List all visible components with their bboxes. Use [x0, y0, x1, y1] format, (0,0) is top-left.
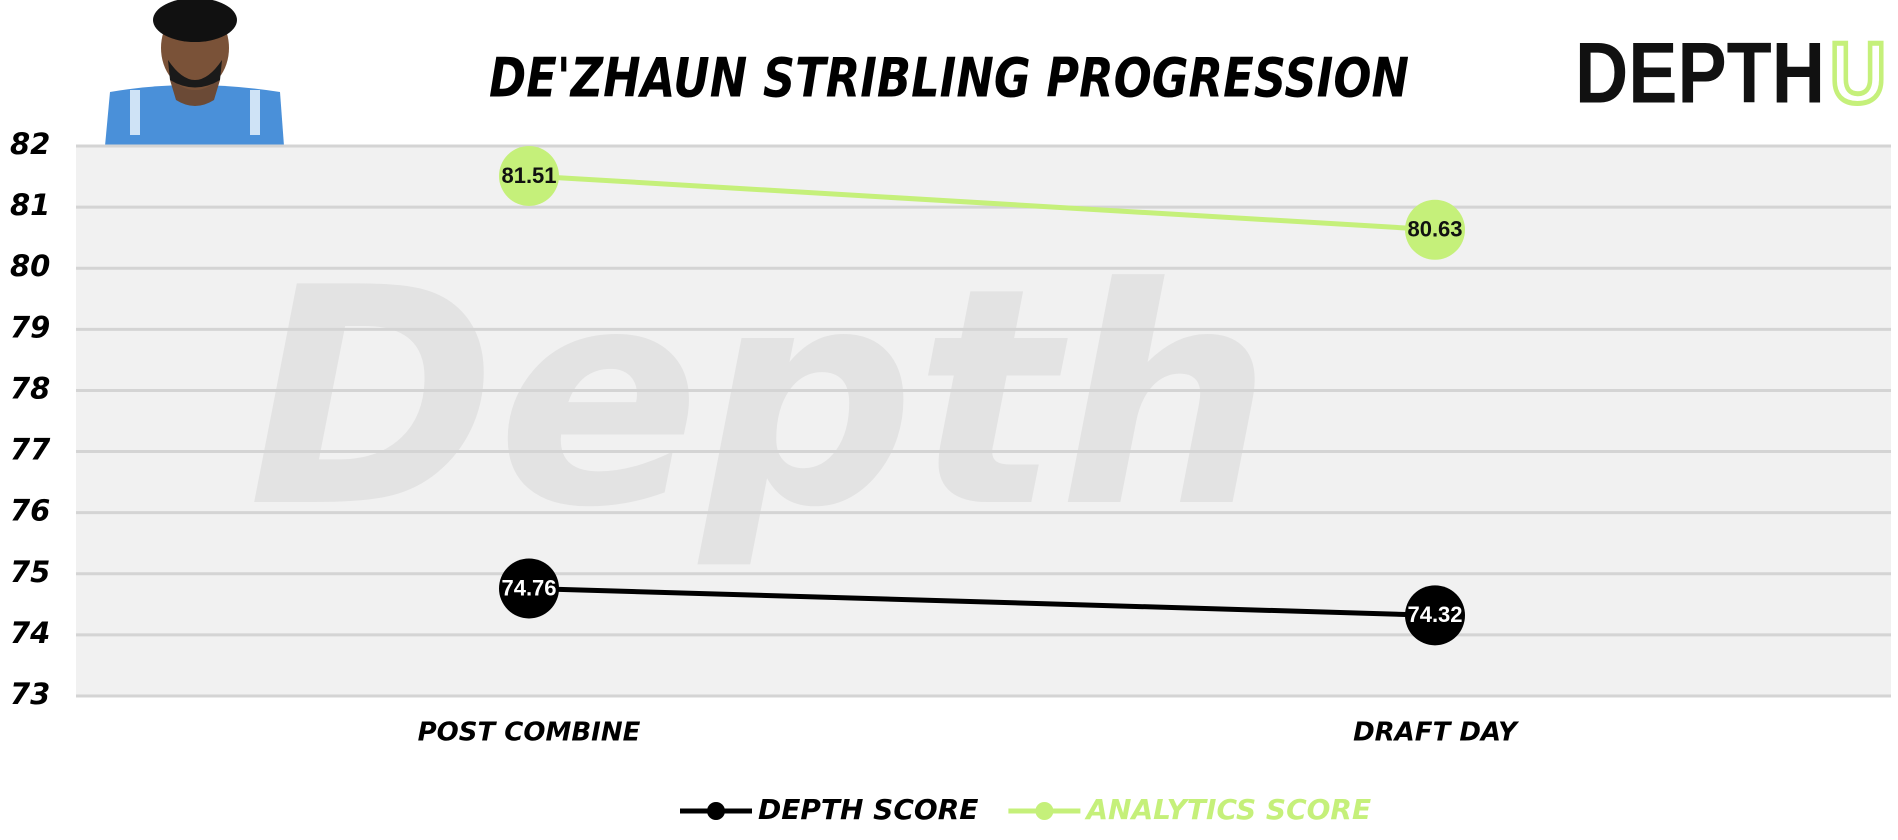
watermark: Depth: [248, 224, 1272, 573]
y-tick-label: 81: [10, 188, 50, 222]
x-tick-label: DRAFT DAY: [1353, 718, 1520, 748]
data-label: 74.32: [1407, 602, 1462, 627]
data-label: 74.76: [501, 575, 556, 600]
data-label: 80.63: [1407, 217, 1462, 242]
y-tick-label: 79: [10, 310, 50, 344]
x-tick-label: POST COMBINE: [418, 718, 641, 748]
series-line: [528, 585, 1436, 618]
y-tick-label: 82: [10, 127, 50, 161]
player-photo: [105, 0, 284, 146]
chart-title: DE'ZHAUN STRIBLING PROGRESSION: [489, 47, 1409, 110]
legend-marker: [707, 802, 725, 820]
logo-text: DEPTH: [1575, 26, 1825, 122]
y-tick-label: 80: [10, 249, 50, 283]
series-line: [528, 173, 1436, 233]
y-tick-label: 77: [10, 433, 51, 467]
legend-label: ANALYTICS SCORE: [1084, 793, 1371, 826]
point-marker: [1405, 199, 1465, 260]
point-marker: [499, 145, 559, 206]
legend-marker: [1035, 802, 1054, 820]
data-label: 81.51: [501, 163, 556, 188]
point-marker: [1405, 585, 1465, 646]
y-tick-label: 75: [10, 555, 50, 589]
y-tick-label: 78: [10, 371, 50, 405]
y-tick-label: 76: [10, 494, 50, 528]
point-marker: [499, 558, 559, 619]
y-tick-label: 73: [10, 677, 50, 711]
legend-label: DEPTH SCORE: [758, 793, 978, 826]
logo-accent: U: [1830, 26, 1886, 122]
y-tick-label: 74: [10, 616, 50, 650]
